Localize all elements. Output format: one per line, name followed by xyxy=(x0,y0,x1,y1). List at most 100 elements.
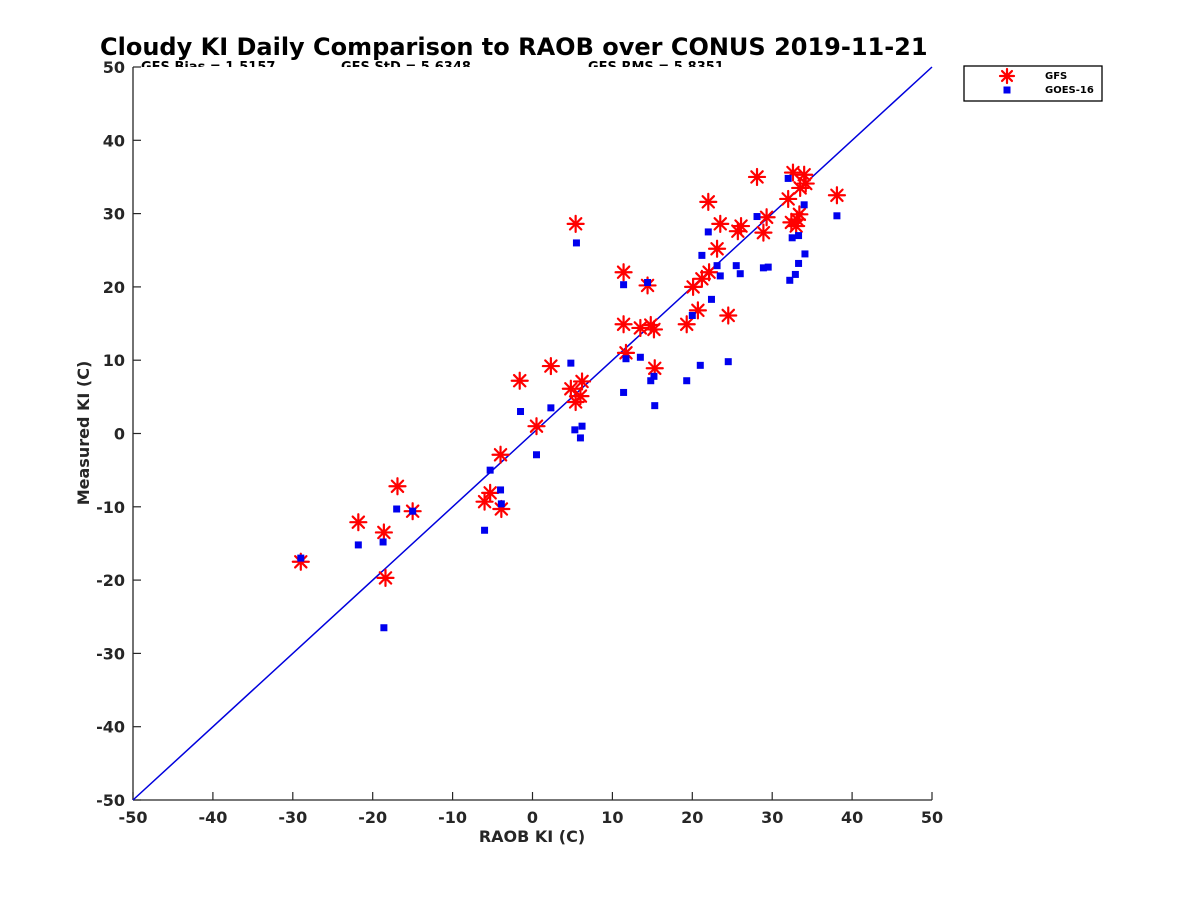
goes16-point xyxy=(833,212,841,220)
x-tick-label: 50 xyxy=(921,808,943,827)
gfs-point xyxy=(719,306,738,325)
y-tick-label: -10 xyxy=(96,498,125,517)
gfs-point xyxy=(561,379,580,398)
y-tick-label: 10 xyxy=(103,351,125,370)
y-tick-label: 0 xyxy=(114,425,125,444)
goes16-point xyxy=(784,174,792,182)
y-tick-label: -40 xyxy=(96,718,125,737)
legend-gfs-asterisk xyxy=(998,67,1016,85)
goes16-point xyxy=(620,388,628,396)
goes16-point xyxy=(795,232,803,240)
y-tick-label: -30 xyxy=(96,644,125,663)
goes16-point xyxy=(567,359,575,367)
gfs-point xyxy=(631,318,650,338)
legend: GFS GOES-16 xyxy=(963,65,1103,102)
goes16-point xyxy=(698,251,706,259)
goes16-point xyxy=(354,541,362,549)
gfs-point xyxy=(747,167,767,187)
gfs-point xyxy=(291,552,310,571)
goes16-point xyxy=(759,264,767,272)
gfs-point xyxy=(541,356,560,376)
goes16-series xyxy=(297,174,841,632)
goes16-point xyxy=(644,279,652,287)
goes16-point xyxy=(732,262,740,270)
x-tick-label: -50 xyxy=(119,808,148,827)
goes16-point xyxy=(481,526,489,534)
goes16-point xyxy=(578,422,586,430)
legend-goes16-label: GOES-16 xyxy=(1045,85,1094,96)
goes16-point xyxy=(704,228,712,236)
goes16-point xyxy=(716,272,724,280)
gfs-point xyxy=(827,186,847,205)
y-axis-ticks: -50 -40 -30 -20 -10 0 10 20 30 40 50 xyxy=(96,58,141,810)
legend-gfs-label: GFS xyxy=(1045,71,1067,82)
goes16-point xyxy=(380,624,388,632)
goes16-point xyxy=(791,270,799,278)
gfs-point xyxy=(510,371,529,390)
x-axis-ticks: -50 -40 -30 -20 -10 0 10 20 30 40 50 xyxy=(119,792,943,827)
goes16-point xyxy=(517,408,525,416)
y-tick-label: -20 xyxy=(96,571,125,590)
gfs-point xyxy=(731,216,751,236)
y-tick-label: 30 xyxy=(103,205,125,224)
gfs-point xyxy=(481,483,500,502)
goes16-point xyxy=(707,295,715,303)
legend-gfs-asterisk-icon xyxy=(998,67,1016,85)
goes16-point xyxy=(683,377,691,385)
gfs-point xyxy=(783,163,803,182)
gfs-point xyxy=(754,223,773,242)
x-tick-label: -30 xyxy=(278,808,307,827)
y-tick-label: 50 xyxy=(103,58,125,77)
goes16-point xyxy=(788,234,796,242)
legend-goes16-square xyxy=(1003,86,1011,94)
gfs-point xyxy=(527,417,546,436)
x-tick-label: 30 xyxy=(761,808,783,827)
gfs-point xyxy=(349,513,368,532)
goes16-point xyxy=(724,358,732,366)
goes16-point xyxy=(801,250,809,258)
goes16-point xyxy=(688,311,696,319)
x-tick-label: -10 xyxy=(438,808,467,827)
legend-box xyxy=(963,65,1103,102)
gfs-point xyxy=(796,174,815,193)
legend-goes16-square-icon xyxy=(1003,86,1011,94)
gfs-point xyxy=(711,214,730,233)
goes16-point xyxy=(297,554,305,562)
goes16-point xyxy=(547,404,555,412)
goes16-point xyxy=(636,353,644,361)
x-tick-label: 20 xyxy=(681,808,703,827)
goes16-point xyxy=(650,372,658,380)
goes16-point xyxy=(696,361,704,369)
goes16-point xyxy=(532,451,540,459)
goes16-point xyxy=(486,466,494,474)
gfs-series xyxy=(291,163,847,588)
goes16-point xyxy=(647,377,655,385)
gfs-point xyxy=(491,445,510,464)
gfs-point xyxy=(614,263,633,282)
goes16-point xyxy=(736,270,744,278)
goes16-point xyxy=(795,259,803,267)
goes16-point xyxy=(651,402,659,410)
plot-area: -50 -40 -30 -20 -10 0 10 20 30 40 50 -50-40-30-20-… xyxy=(96,58,943,827)
chart-title: Cloudy KI Daily Comparison to RAOB over … xyxy=(100,33,928,61)
goes16-point xyxy=(576,434,584,442)
gfs-point xyxy=(779,189,798,209)
gfs-point xyxy=(388,477,407,496)
goes16-point xyxy=(620,281,628,289)
gfs-point xyxy=(566,214,585,233)
goes16-point xyxy=(800,201,808,209)
goes16-point xyxy=(572,239,580,247)
gfs-point xyxy=(614,315,633,334)
gfs-point xyxy=(374,523,393,542)
gfs-point xyxy=(641,315,660,335)
gfs-point xyxy=(707,239,727,258)
goes16-point xyxy=(571,426,579,434)
goes16-point xyxy=(497,500,505,508)
y-tick-label: -50 xyxy=(96,791,125,810)
goes16-point xyxy=(393,505,401,513)
y-axis-label: Measured KI (C) xyxy=(74,361,93,506)
x-tick-label: 0 xyxy=(527,808,538,827)
goes16-point xyxy=(713,262,721,270)
goes16-point xyxy=(497,486,505,494)
